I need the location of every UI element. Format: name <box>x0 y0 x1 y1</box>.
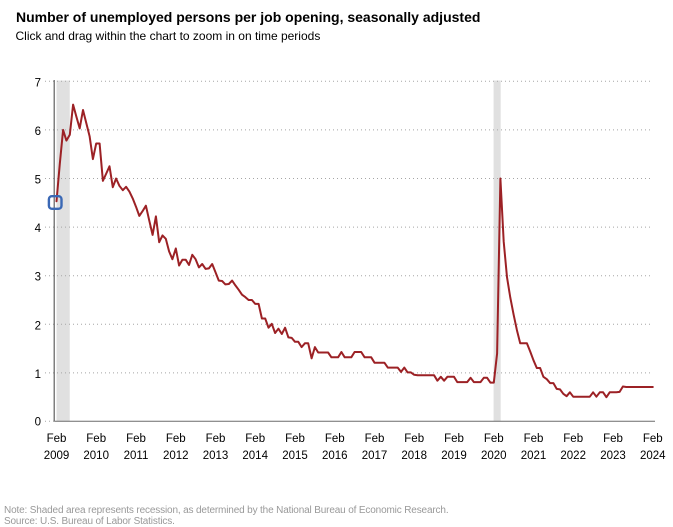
svg-text:2019: 2019 <box>441 450 467 462</box>
svg-text:2023: 2023 <box>600 450 626 462</box>
svg-text:4: 4 <box>35 223 42 235</box>
svg-text:0: 0 <box>35 417 41 429</box>
svg-text:Feb: Feb <box>126 433 146 445</box>
svg-text:Feb: Feb <box>365 433 385 445</box>
svg-text:2014: 2014 <box>242 450 268 462</box>
svg-text:Feb: Feb <box>563 433 583 445</box>
svg-text:2010: 2010 <box>83 450 109 462</box>
svg-text:1: 1 <box>35 369 41 381</box>
svg-text:Feb: Feb <box>444 433 464 445</box>
svg-text:2: 2 <box>35 320 41 332</box>
svg-text:Feb: Feb <box>285 433 305 445</box>
svg-text:Feb: Feb <box>404 433 424 445</box>
svg-text:Feb: Feb <box>524 433 544 445</box>
svg-text:Feb: Feb <box>47 433 67 445</box>
svg-text:2018: 2018 <box>401 450 427 462</box>
svg-text:2021: 2021 <box>521 450 547 462</box>
svg-text:2015: 2015 <box>282 450 308 462</box>
svg-text:Feb: Feb <box>206 433 226 445</box>
svg-text:Feb: Feb <box>484 433 504 445</box>
svg-text:Feb: Feb <box>643 433 663 445</box>
svg-text:2016: 2016 <box>322 450 348 462</box>
svg-text:Feb: Feb <box>245 433 265 445</box>
svg-text:6: 6 <box>35 126 41 138</box>
svg-text:Feb: Feb <box>325 433 345 445</box>
svg-text:3: 3 <box>35 272 41 284</box>
svg-text:2024: 2024 <box>640 450 666 462</box>
svg-text:Feb: Feb <box>603 433 623 445</box>
svg-text:2017: 2017 <box>362 450 388 462</box>
svg-text:2022: 2022 <box>560 450 586 462</box>
svg-text:7: 7 <box>35 77 41 89</box>
svg-text:2020: 2020 <box>481 450 507 462</box>
svg-text:5: 5 <box>35 175 41 187</box>
svg-text:2013: 2013 <box>203 450 229 462</box>
svg-text:2009: 2009 <box>44 450 70 462</box>
svg-text:2011: 2011 <box>124 450 149 462</box>
svg-text:Feb: Feb <box>166 433 186 445</box>
svg-text:Feb: Feb <box>86 433 106 445</box>
svg-text:2012: 2012 <box>163 450 189 462</box>
